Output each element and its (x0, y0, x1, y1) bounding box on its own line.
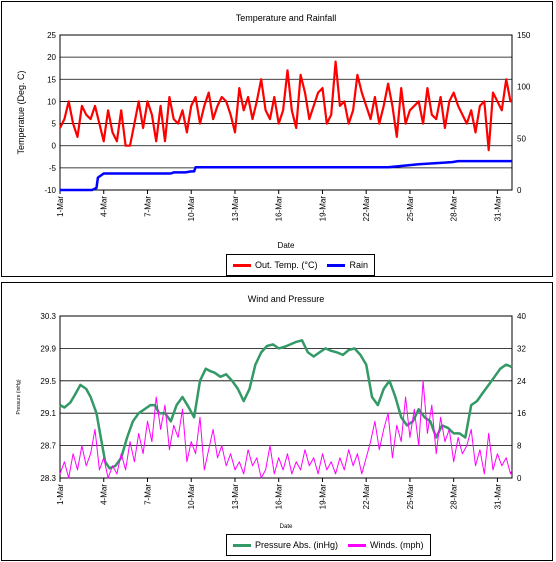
y-left-tick-label: -5 (49, 164, 57, 173)
x-tick-label: 1-Mar (56, 484, 65, 505)
y-left-tick-label: -10 (44, 186, 56, 195)
temperature-rainfall-panel: Temperature and Rainfall 25 20 15 10 5 0 -5 -10 1… (1, 1, 553, 277)
x-tick-label: 19-Mar (318, 196, 327, 222)
x-tick-label: 1-Mar (56, 196, 65, 217)
x-tick-label: 16-Mar (275, 484, 284, 510)
x-tick-label: 4-Mar (100, 196, 109, 217)
y-left-tick-label: 30.3 (40, 312, 56, 321)
y-left-tick-label: 15 (47, 75, 56, 84)
legend-temperature-rainfall: Out. Temp. (°C) Rain (226, 254, 375, 276)
legend-label-rain: Rain (349, 260, 368, 270)
x-axis-label: Date (280, 524, 293, 530)
y-left-tick-label: 5 (52, 120, 57, 129)
x-tick-label: 7-Mar (143, 484, 152, 505)
x-tick-label: 7-Mar (143, 196, 152, 217)
legend-item-pressure: Pressure Abs. (inHg) (233, 540, 338, 550)
legend-item-temp: Out. Temp. (°C) (233, 260, 317, 270)
y-right-tick-label: 32 (517, 344, 526, 353)
legend-item-wind: Winds. (mph) (348, 540, 424, 550)
y-left-tick-label: 29.9 (40, 344, 56, 353)
wind-pressure-panel: Wind and Pressure 30.3 29.9 29.5 29.1 28.7 28.… (1, 282, 553, 561)
legend-swatch-wind (348, 543, 367, 547)
legend-item-rain: Rain (327, 260, 368, 270)
y-left-tick-label: 29.5 (40, 377, 56, 386)
legend-label-wind: Winds. (mph) (370, 540, 424, 550)
x-tick-label: 22-Mar (362, 196, 371, 222)
x-tick-label: 13-Mar (231, 484, 240, 510)
legend-swatch-pressure (233, 543, 251, 547)
pressure-series-line (59, 339, 513, 470)
chart-title: Temperature and Rainfall (236, 13, 337, 23)
y-right-tick-label: 8 (517, 442, 522, 451)
wind-series-line (59, 380, 513, 479)
legend-swatch-temp (233, 263, 251, 267)
x-tick-label: 10-Mar (187, 196, 196, 222)
y-right-tick-label: 0 (517, 186, 522, 195)
legend-swatch-rain (327, 263, 346, 267)
x-tick-label: 19-Mar (318, 484, 327, 510)
x-tick-label: 25-Mar (406, 196, 415, 222)
x-axis-label: Date (278, 241, 295, 250)
y-left-tick-label: 29.1 (40, 409, 56, 418)
temperature-rainfall-chart: Temperature and Rainfall2520151050-5-101… (16, 13, 531, 250)
y-right-tick-label: 24 (517, 377, 526, 386)
x-tick-label: 28-Mar (450, 196, 459, 222)
x-tick-label: 31-Mar (493, 196, 502, 222)
y-left-tick-label: 25 (47, 31, 56, 40)
x-tick-label: 25-Mar (406, 484, 415, 510)
y-axis-label: Pressure (inHg) (16, 379, 22, 414)
x-tick-label: 4-Mar (100, 484, 109, 505)
y-right-tick-label: 150 (517, 31, 531, 40)
y-left-tick-label: 10 (47, 97, 56, 106)
legend-wind-pressure: Pressure Abs. (inHg) Winds. (mph) (226, 534, 431, 556)
y-right-tick-label: 100 (517, 83, 531, 92)
x-tick-label: 31-Mar (493, 484, 502, 510)
rain-series-line (60, 159, 512, 192)
y-axis-label: Temperatue (Deg. C) (16, 70, 26, 154)
y-left-tick-label: 28.7 (40, 442, 56, 451)
y-right-tick-label: 16 (517, 409, 526, 418)
legend-label-pressure: Pressure Abs. (inHg) (255, 540, 339, 550)
temperature-series-line (59, 60, 512, 152)
y-left-tick-label: 28.3 (40, 474, 56, 483)
x-tick-label: 10-Mar (187, 484, 196, 510)
plot-area-frame (59, 34, 513, 191)
x-tick-label: 13-Mar (231, 196, 240, 222)
y-right-tick-label: 50 (517, 134, 526, 143)
y-right-tick-label: 0 (517, 474, 522, 483)
chart-title: Wind and Pressure (248, 294, 325, 304)
wind-pressure-chart: Wind and Pressure 30.3 29.9 29.5 29.1 28.7 28.… (16, 294, 526, 530)
x-tick-label: 22-Mar (362, 484, 371, 510)
x-tick-label: 16-Mar (275, 196, 284, 222)
y-left-tick-label: 20 (47, 53, 56, 62)
x-tick-label: 28-Mar (450, 484, 459, 510)
y-right-tick-label: 40 (517, 312, 526, 321)
legend-label-temp: Out. Temp. (°C) (255, 260, 318, 270)
plot-area-frame (59, 315, 513, 479)
y-left-tick-label: 0 (52, 142, 57, 151)
